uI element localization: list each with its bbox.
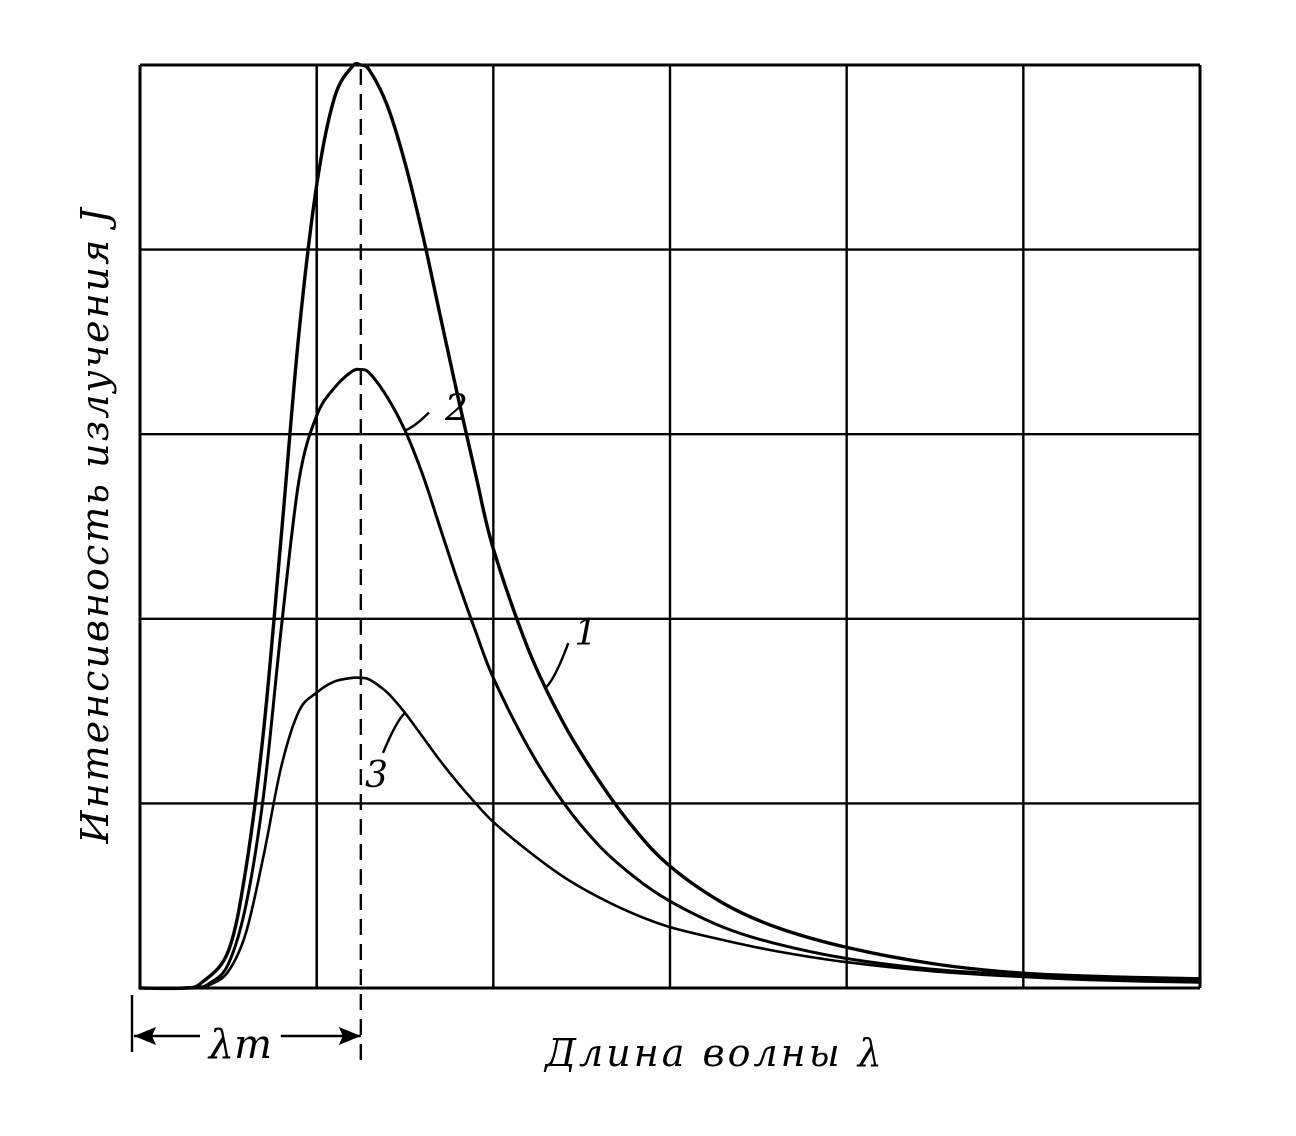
- peak-marker: λm: [130, 69, 363, 1068]
- x-axis-label: Длина волны λ: [543, 1031, 885, 1075]
- series-line-2: [138, 367, 1202, 990]
- curves: [138, 61, 1202, 991]
- peak-marker-label: λm: [207, 1022, 272, 1068]
- series-label-leader: [404, 411, 430, 432]
- grid: [138, 63, 1202, 990]
- series-label-leader: [545, 642, 570, 688]
- series-line-1: [138, 61, 1202, 991]
- labels: 1 2 3 Длина волны λ Интенсивность излучения …: [73, 206, 885, 1075]
- series-label-2: 2: [444, 389, 468, 430]
- arrowhead-left: [134, 1027, 156, 1045]
- series-label-leader: [381, 712, 406, 754]
- series-line-3: [138, 676, 1202, 990]
- arrowhead-right: [338, 1027, 361, 1045]
- y-axis-label: Интенсивность излучения J: [73, 206, 117, 844]
- series-label-1: 1: [574, 613, 597, 654]
- series-label-3: 3: [365, 755, 388, 796]
